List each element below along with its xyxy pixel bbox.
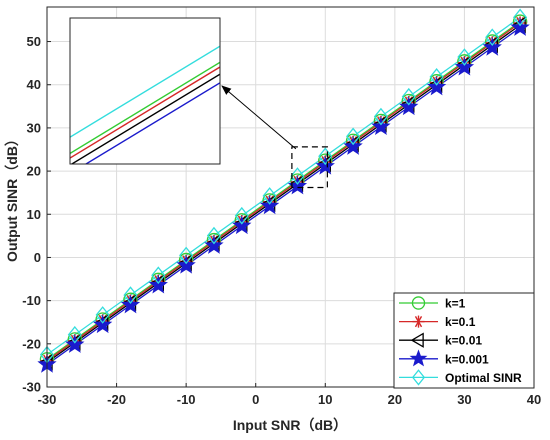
series-markers xyxy=(37,8,530,373)
data-point xyxy=(401,87,416,106)
plot-frame xyxy=(46,6,535,388)
legend-label: k=0.001 xyxy=(445,352,489,366)
legend-marker xyxy=(412,315,425,328)
series-markers-3 xyxy=(37,17,530,373)
zoom-region xyxy=(291,146,328,189)
y-tick-label: -20 xyxy=(22,336,41,351)
data-point xyxy=(151,266,166,285)
x-tick-label: 40 xyxy=(527,392,541,407)
y-tick-label: 30 xyxy=(27,120,41,135)
series-markers-4 xyxy=(39,8,528,364)
data-point xyxy=(429,68,444,86)
legend-marker xyxy=(410,332,424,348)
data-point xyxy=(123,286,138,304)
legend-item: k=1 xyxy=(399,296,466,311)
x-tick-label: 30 xyxy=(457,392,471,407)
legend-item: k=0.01 xyxy=(399,332,482,348)
data-point xyxy=(287,176,308,195)
y-axis-label: Output SINR（dB） xyxy=(4,132,20,262)
data-point xyxy=(234,206,249,225)
inset-line-0 xyxy=(70,61,220,155)
legend-label: Optimal SINR xyxy=(445,371,522,385)
y-tick-label: 40 xyxy=(27,77,41,92)
data-point xyxy=(259,195,280,215)
data-point xyxy=(95,306,110,324)
data-point xyxy=(510,17,530,36)
y-tick-label: 10 xyxy=(27,207,41,222)
legend-item: k=0.001 xyxy=(399,349,489,367)
data-point xyxy=(318,147,333,166)
inset-line-4 xyxy=(70,45,220,138)
data-point xyxy=(204,235,224,254)
data-point xyxy=(93,314,113,334)
data-point xyxy=(346,127,361,146)
data-point xyxy=(206,226,222,245)
inset-lines xyxy=(70,45,220,164)
x-tick-label: -20 xyxy=(107,392,126,407)
legend: k=1 k=0.1 k=0.01 k=0.001 Optimal SINR xyxy=(393,292,535,389)
data-point xyxy=(232,215,252,235)
x-tick-label: -10 xyxy=(177,392,196,407)
legend-marker xyxy=(411,369,426,386)
legend-label: k=0.01 xyxy=(445,334,482,348)
y-tick-label: -30 xyxy=(22,380,41,395)
data-point xyxy=(65,334,85,353)
y-tick-label: -10 xyxy=(22,293,41,308)
zoom-box xyxy=(291,146,328,189)
legend-label: k=0.1 xyxy=(445,315,476,329)
series-line-4 xyxy=(47,16,521,356)
data-point xyxy=(482,37,502,56)
data-point xyxy=(399,96,419,116)
legend-item: k=0.1 xyxy=(399,315,476,329)
y-tick-label: 0 xyxy=(34,250,41,265)
inset-line-2 xyxy=(70,73,220,164)
x-tick-label: 20 xyxy=(388,392,402,407)
data-point xyxy=(454,57,475,76)
y-tick-label: 20 xyxy=(27,164,41,179)
legend-label: k=1 xyxy=(445,297,466,311)
inset-frame xyxy=(69,17,221,165)
y-axis-ticks: -30 -20 -10 0 10 20 30 40 50 xyxy=(22,34,51,395)
data-point xyxy=(148,275,168,294)
data-point xyxy=(457,48,472,66)
x-axis-label: Input SNR（dB） xyxy=(233,417,347,433)
legend-marker xyxy=(409,349,428,367)
zoom-arrow xyxy=(221,85,297,150)
y-tick-label: 50 xyxy=(27,34,41,49)
data-point xyxy=(426,77,447,96)
data-point xyxy=(513,8,528,27)
data-point xyxy=(485,28,500,47)
zoom-inset xyxy=(69,17,221,165)
data-point xyxy=(179,246,194,265)
inset-line-3 xyxy=(84,82,220,164)
x-tick-label: 0 xyxy=(252,392,259,407)
data-point xyxy=(343,136,363,155)
data-point xyxy=(371,116,391,135)
x-tick-label: 10 xyxy=(318,392,332,407)
legend-item: Optimal SINR xyxy=(399,369,522,386)
data-point xyxy=(315,156,335,175)
data-point xyxy=(176,255,196,274)
data-point xyxy=(67,325,82,344)
legend-marker xyxy=(411,296,426,310)
data-point xyxy=(290,167,305,185)
data-point xyxy=(373,107,389,126)
data-point xyxy=(120,294,141,314)
inset-line-1 xyxy=(70,66,220,159)
data-point xyxy=(262,187,277,205)
x-tick-label: -30 xyxy=(38,392,57,407)
